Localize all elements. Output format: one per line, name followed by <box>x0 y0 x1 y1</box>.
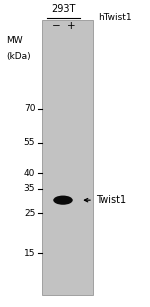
Text: MW: MW <box>6 36 23 45</box>
Text: 35: 35 <box>24 184 35 193</box>
Text: (kDa): (kDa) <box>6 52 31 61</box>
Text: 25: 25 <box>24 209 35 218</box>
Text: −: − <box>52 21 61 31</box>
Bar <box>42 20 93 295</box>
Text: 293T: 293T <box>51 4 75 14</box>
Text: 40: 40 <box>24 169 35 178</box>
Text: 70: 70 <box>24 104 35 114</box>
Text: Twist1: Twist1 <box>96 195 126 205</box>
Text: 55: 55 <box>24 138 35 147</box>
Text: +: + <box>67 21 76 31</box>
Text: hTwist1: hTwist1 <box>98 13 132 22</box>
Ellipse shape <box>53 196 73 205</box>
Text: 15: 15 <box>24 249 35 258</box>
